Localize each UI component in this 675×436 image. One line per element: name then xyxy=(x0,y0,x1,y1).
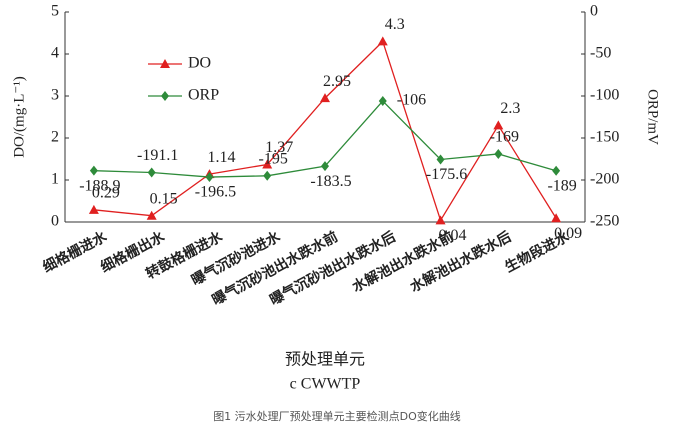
data-point xyxy=(552,165,561,176)
data-label: 0.09 xyxy=(554,225,582,242)
caption: 图1 污水处理厂预处理单元主要检测点DO变化曲线 xyxy=(213,409,461,423)
data-point xyxy=(146,210,157,220)
y-tick-label: 3 xyxy=(51,87,59,104)
data-label: -169 xyxy=(490,129,519,146)
data-point xyxy=(378,96,387,107)
data-label: -188.9 xyxy=(79,177,120,194)
subtitle: c CWWTP xyxy=(290,376,361,393)
legend-label: DO xyxy=(188,55,211,72)
data-point xyxy=(551,213,562,223)
y2-tick-label: -150 xyxy=(590,129,619,146)
data-label: 1.14 xyxy=(207,149,235,166)
data-point xyxy=(262,159,273,169)
y-tick-label: 1 xyxy=(51,171,59,188)
y-axis-label: DO/(mg·L⁻¹) xyxy=(11,76,27,158)
legend-label: ORP xyxy=(188,87,219,104)
data-point xyxy=(160,59,170,68)
data-point xyxy=(321,161,329,172)
data-point xyxy=(88,204,99,214)
data-label: 2.95 xyxy=(323,73,351,90)
data-label: 0.29 xyxy=(92,184,120,201)
data-label: 0.15 xyxy=(150,190,178,207)
data-label: 4.3 xyxy=(385,16,405,33)
data-point xyxy=(494,148,503,159)
data-label: -183.5 xyxy=(310,173,351,190)
data-label: -191.1 xyxy=(137,147,178,164)
data-point xyxy=(435,215,446,225)
y2-tick-label: -100 xyxy=(590,87,619,104)
y2-tick-label: -50 xyxy=(590,45,611,62)
data-label: -189 xyxy=(547,177,576,194)
data-label: -196.5 xyxy=(195,184,236,201)
data-point xyxy=(161,91,169,101)
data-label: -106 xyxy=(397,92,426,109)
data-point xyxy=(436,154,445,165)
data-label: 0.04 xyxy=(439,227,467,244)
data-label: -175.6 xyxy=(426,166,467,183)
data-point xyxy=(205,172,214,183)
data-label: 1.37 xyxy=(265,139,293,156)
y2-tick-label: -200 xyxy=(590,171,619,188)
y-tick-label: 5 xyxy=(51,3,59,20)
data-point xyxy=(320,93,330,103)
y-tick-label: 4 xyxy=(51,45,59,62)
data-point xyxy=(377,36,388,46)
y-tick-label: 2 xyxy=(51,129,59,146)
data-point xyxy=(89,165,98,176)
data-point xyxy=(147,167,156,178)
x-tick-label: 细格栅进水 xyxy=(40,228,111,276)
data-point xyxy=(263,170,272,181)
y2-tick-label: -250 xyxy=(590,213,619,230)
y-tick-label: 0 xyxy=(51,213,59,230)
data-label: -195 xyxy=(259,150,288,167)
data-label: 2.3 xyxy=(500,100,520,117)
x-axis-label: 预处理单元 xyxy=(285,350,365,369)
y2-tick-label: 0 xyxy=(590,3,598,20)
data-point xyxy=(493,120,504,130)
y2-axis-label: ORP/mV xyxy=(645,89,661,145)
